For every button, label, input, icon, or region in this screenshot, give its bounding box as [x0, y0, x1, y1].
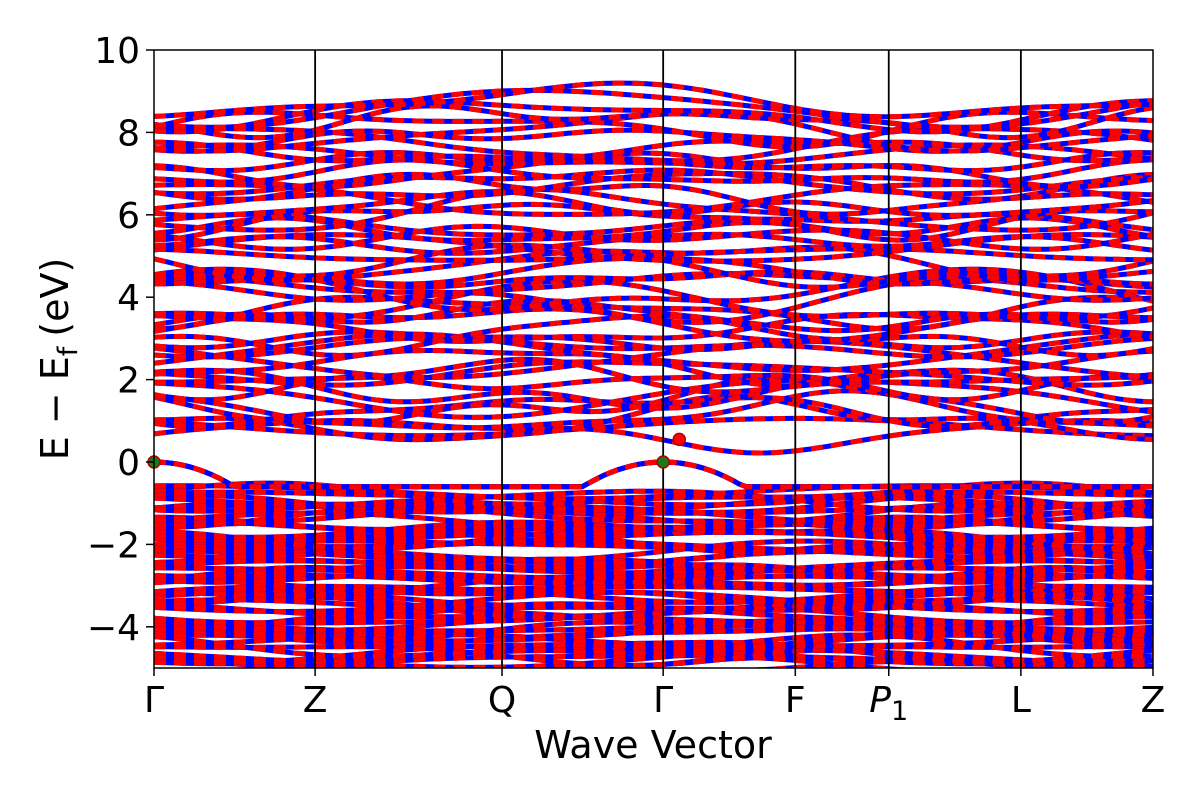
y-tick-label: −4	[87, 608, 140, 649]
y-tick-label: 0	[117, 443, 140, 484]
band-line-red	[154, 182, 1153, 217]
band-line-red	[154, 565, 1153, 585]
band-line-red	[154, 331, 1153, 373]
x-axis-label: Wave Vector	[534, 723, 772, 767]
y-tick-label: −2	[87, 525, 140, 566]
y-axis-label-main: E − E	[33, 356, 77, 460]
x-axis-ticks: Γ Z Q Γ F P1 L Z	[144, 668, 1165, 727]
band-line-red	[154, 103, 1153, 141]
band-line-red	[154, 597, 1153, 611]
y-tick-label: 10	[94, 31, 140, 72]
y-axis-ticks: −4 −2 0 2 4 6 8 10	[87, 31, 154, 649]
band-line-red	[154, 87, 1153, 130]
band-line-red	[154, 232, 1153, 264]
band-line-red	[154, 600, 1153, 620]
y-axis-label: E − Ef (eV)	[33, 258, 84, 461]
band-line-red	[154, 223, 1153, 252]
y-tick-label: 4	[117, 278, 140, 319]
band-line-red	[154, 525, 1153, 543]
highlight-point	[672, 432, 687, 447]
band-line-red	[154, 80, 1153, 120]
y-axis-label-unit: (eV)	[33, 258, 77, 337]
band-lines	[154, 80, 1153, 668]
y-tick-label: 2	[117, 361, 140, 402]
plot-frame	[153, 49, 1154, 669]
band-line-red	[154, 415, 1153, 439]
band-line-red	[154, 142, 1153, 167]
band-line-red	[154, 338, 1153, 380]
band-line-red	[154, 646, 1153, 667]
band-line-red	[154, 215, 1153, 243]
band-line-red	[154, 278, 1153, 321]
x-tick-label: F	[785, 680, 806, 721]
band-line-red	[154, 329, 1153, 352]
band-line-red	[154, 488, 1153, 514]
x-tick-label: Z	[303, 680, 328, 721]
band-line-red	[154, 167, 1153, 197]
band-line-red	[154, 244, 1153, 283]
band-line-red	[154, 211, 1153, 238]
band-line-red	[154, 375, 1153, 426]
y-tick-label: 8	[117, 113, 140, 154]
y-axis-label-sub: f	[53, 345, 84, 356]
x-tick-label: Γ	[653, 680, 673, 721]
band-line-red	[154, 459, 1153, 490]
x-tick-label: P1	[869, 680, 908, 727]
band-line-red	[154, 514, 1153, 532]
band-line-red	[154, 356, 1153, 395]
x-tick-label: Γ	[144, 680, 164, 721]
band-line-red	[154, 157, 1153, 185]
x-tick-label: L	[1011, 680, 1031, 721]
band-line-red	[154, 594, 1153, 620]
band-line-red	[154, 138, 1153, 164]
highlight-point	[656, 455, 670, 469]
band-line-red	[154, 644, 1153, 668]
band-line-red	[154, 171, 1153, 202]
x-tick-label: Z	[1141, 680, 1166, 721]
band-line-red	[154, 246, 1153, 263]
band-line-red	[154, 556, 1153, 573]
band-line-red	[154, 607, 1153, 632]
band-line-red	[154, 313, 1153, 359]
band-line-red	[154, 231, 1153, 256]
band-line-red	[154, 150, 1153, 190]
band-line-red	[154, 562, 1153, 579]
high-symmetry-lines	[314, 50, 1022, 668]
band-line-red	[154, 377, 1153, 420]
band-line-red	[154, 98, 1153, 135]
band-line-red	[154, 186, 1153, 233]
band-line-red	[154, 489, 1153, 508]
band-line-red	[154, 127, 1153, 154]
y-tick-label: 6	[117, 196, 140, 237]
x-tick-label: Q	[488, 680, 516, 721]
band-line-red	[154, 312, 1153, 344]
